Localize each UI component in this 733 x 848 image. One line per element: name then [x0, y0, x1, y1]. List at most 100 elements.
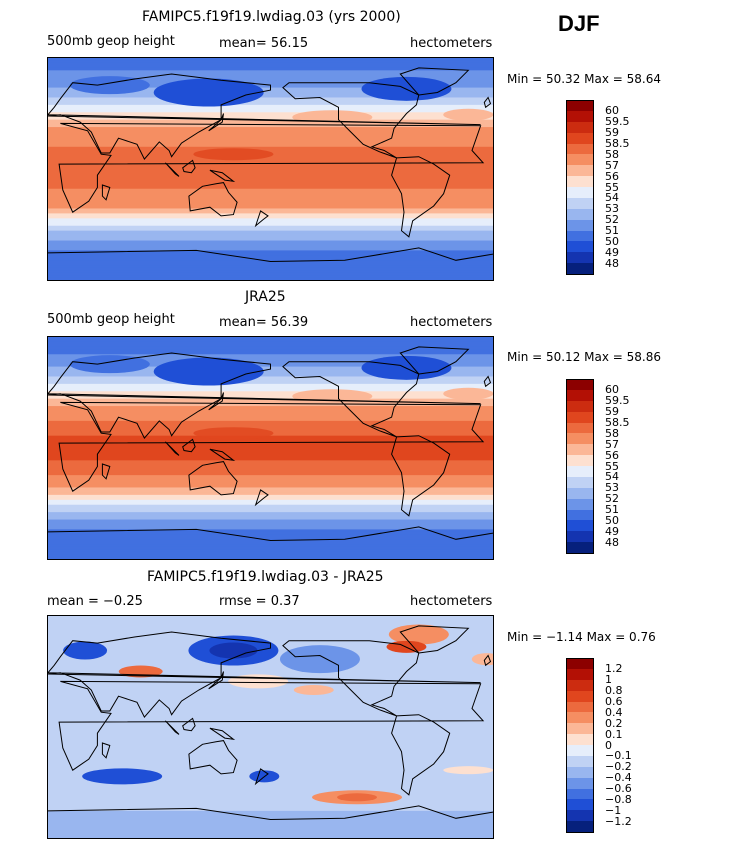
colorbar-swatch: [566, 422, 594, 434]
contour-band: [48, 413, 493, 417]
colorbar-swatch: [566, 110, 594, 123]
diff-neg-siberia-core: [209, 642, 258, 659]
contour-band: [48, 129, 493, 133]
coastline-new-guinea: [209, 169, 236, 183]
diff-neg-europe: [63, 641, 108, 660]
contour-band: [48, 257, 493, 261]
colorbar-swatch: [566, 455, 594, 467]
contour-band: [48, 509, 493, 513]
colorbar-swatch: [566, 154, 594, 166]
colorbar-swatch: [566, 165, 594, 177]
colorbar-tick-label: −0.6: [605, 782, 632, 795]
colorbar-tick-label: 54: [605, 191, 619, 205]
coastline-australia: [188, 461, 238, 496]
contour-band: [48, 470, 493, 474]
coastline-greenland: [399, 625, 470, 654]
colorbar-tick-label: 58: [605, 147, 619, 161]
contour-band: [48, 517, 493, 521]
colorbar-swatch: [566, 389, 594, 402]
contour-band: [48, 119, 493, 123]
contour-band: [48, 480, 493, 484]
coastline-japan: [208, 671, 224, 690]
colorbar-swatch: [566, 433, 594, 445]
panel2-minmax: Min = 50.12 Max = 58.86: [507, 350, 661, 364]
panel2-center-label: mean= 56.39: [219, 315, 309, 330]
contour-band: [48, 351, 493, 355]
contour-band: [48, 188, 493, 192]
contour-band: [48, 228, 493, 232]
contour-band: [48, 193, 493, 197]
contour-band: [48, 514, 493, 518]
contour-band: [48, 127, 493, 131]
contour-band: [48, 82, 493, 86]
contour-band: [48, 386, 493, 390]
contour-band: [48, 475, 493, 479]
coastline-new-zealand: [254, 768, 269, 786]
contour-band: [48, 435, 493, 439]
contour-band: [48, 173, 493, 177]
contour-band: [48, 423, 493, 427]
contour-band: [48, 529, 493, 533]
colorbar-tick-label: −0.4: [605, 771, 632, 785]
coastline-south-america: [391, 156, 451, 238]
panel3-right-label: hectometers: [410, 594, 493, 609]
diff-pos-greenland: [388, 624, 449, 645]
colorbar-tick-label: 58.5: [605, 137, 630, 150]
contour-band: [48, 383, 493, 387]
contour-band: [48, 465, 493, 469]
panel3-title: FAMIPC5.f19f19.lwdiag.03 - JRA25: [147, 569, 384, 585]
coastline-north-america: [282, 640, 420, 717]
panel2-left-label: 500mb geop height: [47, 312, 175, 327]
contour-band: [48, 136, 493, 140]
contour-band: [48, 534, 493, 538]
coastline-uk: [483, 375, 492, 388]
colorbar-swatch: [566, 755, 594, 768]
colorbar-swatch: [566, 230, 594, 242]
contour-band: [48, 77, 493, 81]
contour-band: [48, 401, 493, 405]
colorbar-tick-label: 54: [605, 470, 619, 484]
contour-band: [48, 203, 493, 207]
contour-band: [48, 502, 493, 506]
contour-band: [48, 526, 493, 530]
colorbar-swatch: [566, 411, 594, 423]
coastline-antarctica: [48, 805, 493, 821]
colorbar-swatch: [566, 132, 594, 144]
contour-band: [48, 349, 493, 353]
colorbar-tick-label: 55: [605, 459, 619, 473]
trough-east-asia: [153, 78, 264, 107]
trough-eurasia: [69, 355, 150, 374]
coastline-antarctica: [48, 247, 493, 263]
contour-band: [48, 166, 493, 170]
colorbar-tick-label: 1: [605, 673, 612, 687]
contour-band: [48, 97, 493, 101]
contour-band: [48, 270, 493, 274]
coastline-africa: [58, 680, 485, 771]
contour-band: [48, 65, 493, 69]
colorbar-swatch: [566, 658, 594, 670]
contour-band: [48, 164, 493, 168]
colorbar-tick-label: 1.2: [605, 662, 623, 676]
contour-band: [48, 144, 493, 148]
contour-band: [48, 272, 493, 276]
contour-band: [48, 255, 493, 259]
coastline-borneo: [182, 159, 196, 174]
colorbar-swatch: [566, 701, 594, 713]
coastline-greenland: [399, 67, 470, 96]
contour-band: [48, 90, 493, 94]
contour-band: [48, 176, 493, 180]
contour-band: [48, 381, 493, 385]
contour-band: [48, 238, 493, 242]
contour-band: [48, 448, 493, 452]
contour-band: [48, 369, 493, 373]
colorbar-swatch: [566, 252, 594, 264]
contour-band: [48, 95, 493, 99]
panel2-colorbar: [566, 379, 594, 554]
coastline-eurasia: [48, 352, 481, 439]
contour-band: [48, 70, 493, 74]
contour-band: [48, 391, 493, 395]
colorbar-tick-label: 58.5: [605, 416, 630, 429]
high-west-pacific: [193, 427, 274, 440]
contour-band: [48, 378, 493, 382]
diff-neutral-south-atlantic: [443, 766, 493, 775]
